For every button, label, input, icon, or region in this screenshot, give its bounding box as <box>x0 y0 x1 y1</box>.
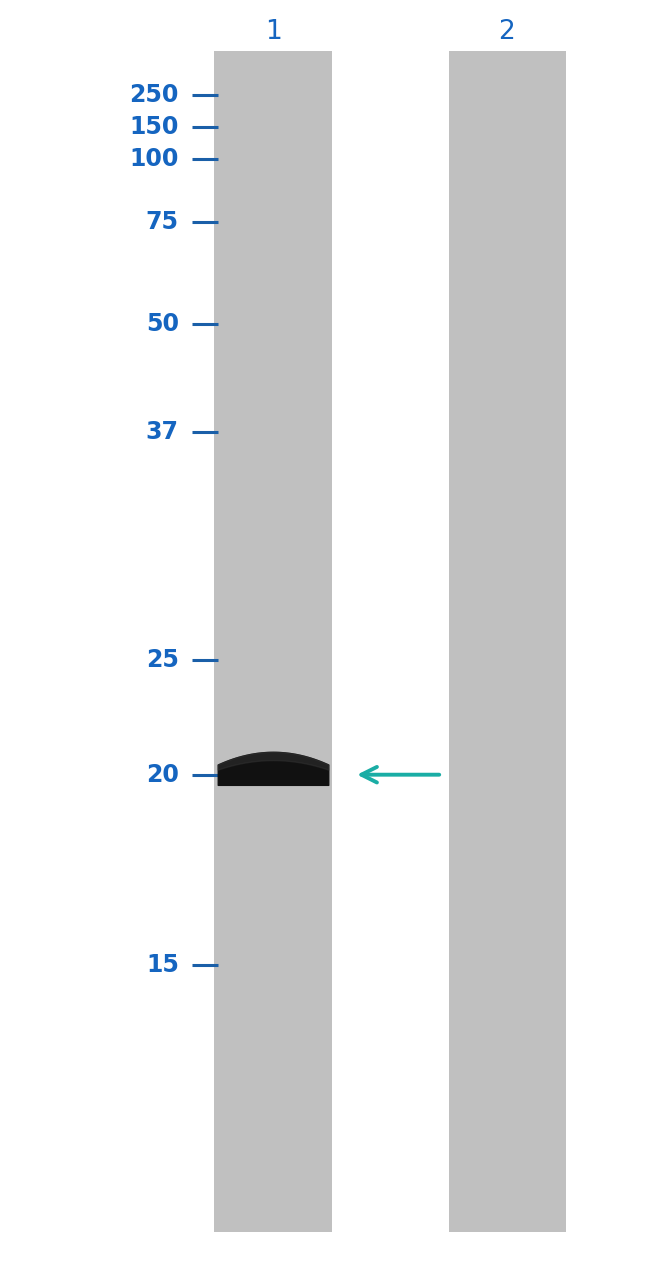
Text: 150: 150 <box>129 116 179 138</box>
Text: 250: 250 <box>129 84 179 107</box>
Text: 100: 100 <box>129 147 179 170</box>
Text: 37: 37 <box>146 420 179 443</box>
Text: 2: 2 <box>499 19 515 44</box>
Text: 75: 75 <box>146 211 179 234</box>
Bar <box>214 51 332 1232</box>
Text: 1: 1 <box>265 19 281 44</box>
Text: 25: 25 <box>146 649 179 672</box>
Bar <box>448 51 566 1232</box>
Text: 20: 20 <box>146 763 179 786</box>
Text: 50: 50 <box>146 312 179 335</box>
Text: 15: 15 <box>146 954 179 977</box>
